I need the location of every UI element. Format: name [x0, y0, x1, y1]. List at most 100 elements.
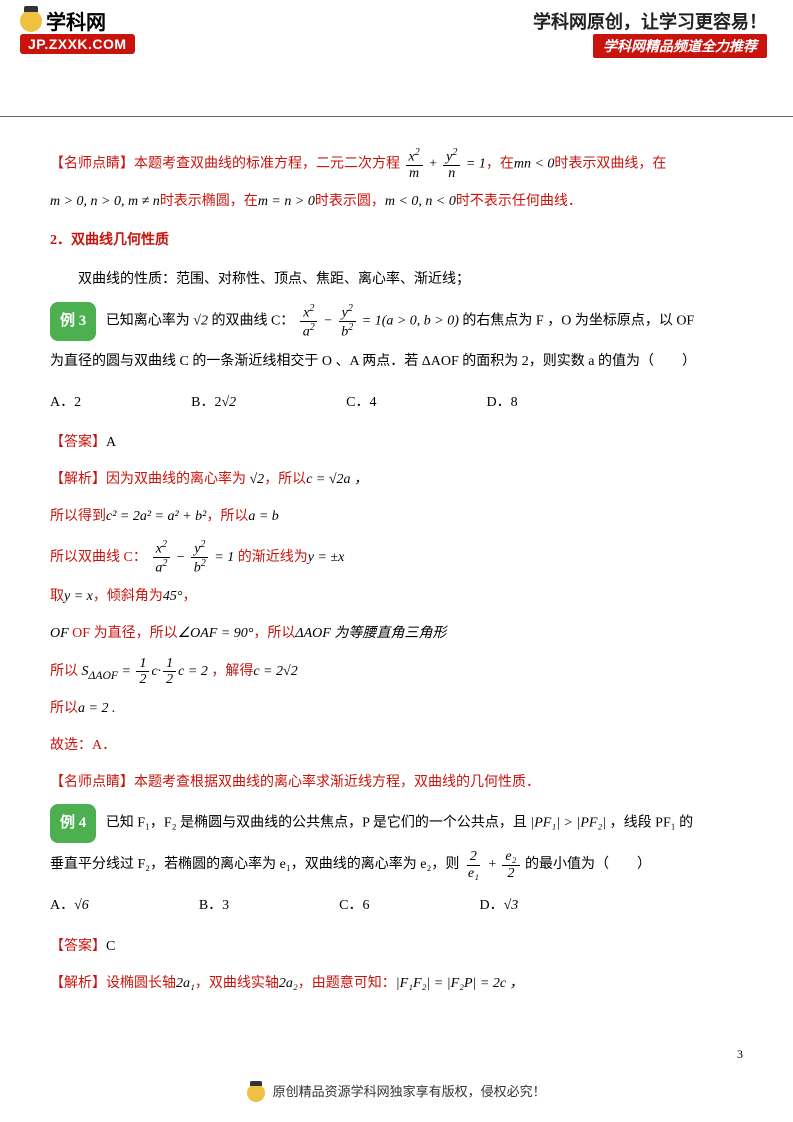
footer-text: 原创精品资源学科网独家享有版权，侵权必究！ — [273, 1084, 546, 1099]
options-row: A．√6 B．3 C．6 D．√3 — [50, 891, 743, 922]
cond: m < 0, n < 0 — [385, 194, 456, 209]
solution-line: 所以a = 2 . — [50, 694, 743, 725]
sol-text: ，解得 — [211, 664, 253, 679]
solution-line: 【解析】因为双曲线的离心率为 √2，所以c = √2a ， — [50, 465, 743, 496]
math-expr: |F₁F₂| = |F₂P| = 2c ， — [396, 976, 524, 991]
tip-paragraph: 【名师点睛】本题考查双曲线的标准方程，二元二次方程 x2m + y2n = 1，… — [50, 147, 743, 181]
page-footer: 原创精品资源学科网独家享有版权，侵权必究！ — [0, 1081, 793, 1102]
tip-text: ，在 — [486, 156, 514, 171]
example-3: 例 3 已知离心率为 √2 的双曲线 C： x2a2 − y2b2 = 1(a … — [50, 302, 743, 341]
sol-text: ，所以 — [264, 472, 306, 487]
sol-text: ，所以 — [253, 626, 295, 641]
example-badge: 例 3 — [50, 302, 96, 341]
sol-text: ，双曲线实轴 — [195, 976, 279, 991]
math-expr: ΔAOF 为等腰直角三角形 — [295, 626, 446, 641]
sol-text: 所以 — [50, 664, 78, 679]
option-d: D．√3 — [480, 891, 519, 922]
math-expr: c² = 2a² = a² + b² — [106, 509, 206, 524]
answer: 【答案】C — [50, 932, 743, 963]
sol-text: 所以 — [50, 701, 78, 716]
tagline: 学科网原创，让学习更容易！ — [533, 8, 767, 34]
option-b: B．2√2 — [191, 388, 236, 419]
cond: m > 0, n > 0, m ≠ n — [50, 194, 160, 209]
sol-text: 的渐近线为 — [238, 550, 308, 565]
tip-text: 本题考查根据双曲线的离心率求渐近线方程，双曲线的几何性质． — [134, 775, 540, 790]
solution-line: 所以双曲线 C： x2a2 − y2b2 = 1 的渐近线为y = ±x — [50, 539, 743, 576]
tip-label: 【名师点睛】 — [50, 156, 134, 171]
sol-text: ，所以 — [206, 509, 248, 524]
tip-text: 本题考查双曲线的标准方程，二元二次方程 — [134, 156, 400, 171]
sol-text: 所以得到 — [50, 509, 106, 524]
option-c: C．6 — [339, 891, 369, 922]
option-a: A．2 — [50, 388, 81, 419]
tip-paragraph-2: m > 0, n > 0, m ≠ n时表示椭圆，在m = n > 0时表示圆，… — [50, 187, 743, 218]
tip-text: 时表示椭圆，在 — [160, 194, 258, 209]
tip-text: 时表示双曲线，在 — [554, 156, 666, 171]
option-b: B．3 — [199, 891, 229, 922]
math-expr: |PF₁| > |PF₂| — [530, 816, 606, 831]
cond: m = n > 0 — [258, 194, 315, 209]
solution-line: 故选：A． — [50, 731, 743, 762]
option-c: C．4 — [346, 388, 376, 419]
page-header: 学科网 WWW.ZXXK.COM JP.ZXXK.COM 学科网原创，让学习更容… — [0, 0, 793, 58]
tip-label: 【名师点睛】 — [50, 775, 134, 790]
tip-line: 【名师点睛】本题考查根据双曲线的离心率求渐近线方程，双曲线的几何性质． — [50, 768, 743, 799]
solution-line: 所以 SΔAOF = 12c·12c = 2 ，解得c = 2√2 — [50, 656, 743, 689]
solution-line: 取y = x，倾斜角为45°， — [50, 582, 743, 613]
cond: mn < 0 — [514, 156, 555, 171]
sol-text: OF 为直径，所以 — [72, 626, 177, 641]
ex4-text: 垂直平分线过 F₂，若椭圆的离心率为 e₁，双曲线的离心率为 e₂，则 — [50, 858, 459, 873]
section-title: 2．双曲线几何性质 — [50, 226, 743, 257]
ans-value: C — [106, 939, 115, 954]
option-a: A．√6 — [50, 891, 89, 922]
ans-label: 【答案】 — [50, 435, 106, 450]
ex4-text: 已知 F₁，F₂ 是椭圆与双曲线的公共焦点，P 是它们的一个公共点，且 — [106, 816, 527, 831]
ex3-text: 的右焦点为 F ，O 为坐标原点，以 OF — [462, 314, 694, 329]
answer: 【答案】A — [50, 428, 743, 459]
sol-label: 【解析】 — [50, 472, 106, 487]
jp-badge: JP.ZXXK.COM — [20, 34, 135, 54]
ex3-text: 为直径的圆与双曲线 C 的一条渐近线相交于 O 、A 两点．若 ΔAOF 的面积… — [50, 347, 743, 378]
promo-bar: 学科网精品频道全力推荐 — [593, 34, 767, 58]
sol-text: ， — [182, 589, 196, 604]
sol-text: 设椭圆长轴 — [106, 976, 176, 991]
document-body: 【名师点睛】本题考查双曲线的标准方程，二元二次方程 x2m + y2n = 1，… — [0, 117, 793, 1016]
page-number: 3 — [737, 1047, 743, 1062]
math-expr: ∠OAF = 90° — [178, 626, 254, 641]
math-expr: 2a₂ — [279, 976, 298, 991]
option-d: D．8 — [487, 388, 518, 419]
example-badge: 例 4 — [50, 804, 96, 843]
math-expr: a = 2 . — [78, 701, 115, 716]
ex4-text: 的最小值为（ ） — [525, 858, 651, 873]
tip-text: 时不表示任何曲线． — [456, 194, 582, 209]
section-intro: 双曲线的性质：范围、对称性、顶点、焦距、离心率、渐近线； — [50, 265, 743, 296]
ex3-text: 的双曲线 C： — [211, 314, 294, 329]
mascot-icon — [20, 10, 42, 32]
math-expr: c = √2a ， — [306, 472, 368, 487]
solution-line: OF OF 为直径，所以∠OAF = 90°，所以ΔAOF 为等腰直角三角形 — [50, 619, 743, 650]
options-row: A．2 B．2√2 C．4 D．8 — [50, 388, 743, 419]
math-expr: a = b — [248, 509, 278, 524]
math-expr: c = 2√2 — [253, 664, 297, 679]
solution-line: 所以得到c² = 2a² = a² + b²，所以a = b — [50, 502, 743, 533]
math-expr: y = ±x — [308, 550, 345, 565]
sol-text: 所以双曲线 C： — [50, 550, 147, 565]
ans-label: 【答案】 — [50, 939, 106, 954]
ex4-text: ，线段 PF₁ 的 — [610, 816, 693, 831]
math-expr: 2a₁ — [176, 976, 195, 991]
example-4: 例 4 已知 F₁，F₂ 是椭圆与双曲线的公共焦点，P 是它们的一个公共点，且 … — [50, 804, 743, 843]
tip-text: 时表示圆， — [315, 194, 385, 209]
math-expr: 45° — [163, 589, 183, 604]
solution-line: 【解析】设椭圆长轴2a₁，双曲线实轴2a₂，由题意可知：|F₁F₂| = |F₂… — [50, 969, 743, 1000]
sol-text: ，倾斜角为 — [93, 589, 163, 604]
mascot-icon — [247, 1084, 265, 1102]
ex4-line2: 垂直平分线过 F₂，若椭圆的离心率为 e₁，双曲线的离心率为 e₂，则 2e₁ … — [50, 849, 743, 881]
sol-label: 【解析】 — [50, 976, 106, 991]
sol-text: 取 — [50, 589, 64, 604]
math-expr: y = x — [64, 589, 93, 604]
sol-text: ，由题意可知： — [298, 976, 396, 991]
ex3-text: 已知离心率为 — [106, 314, 190, 329]
logo-text: 学科网 — [46, 6, 106, 35]
ans-value: A — [106, 435, 116, 450]
sol-text: 因为双曲线的离心率为 — [106, 472, 246, 487]
